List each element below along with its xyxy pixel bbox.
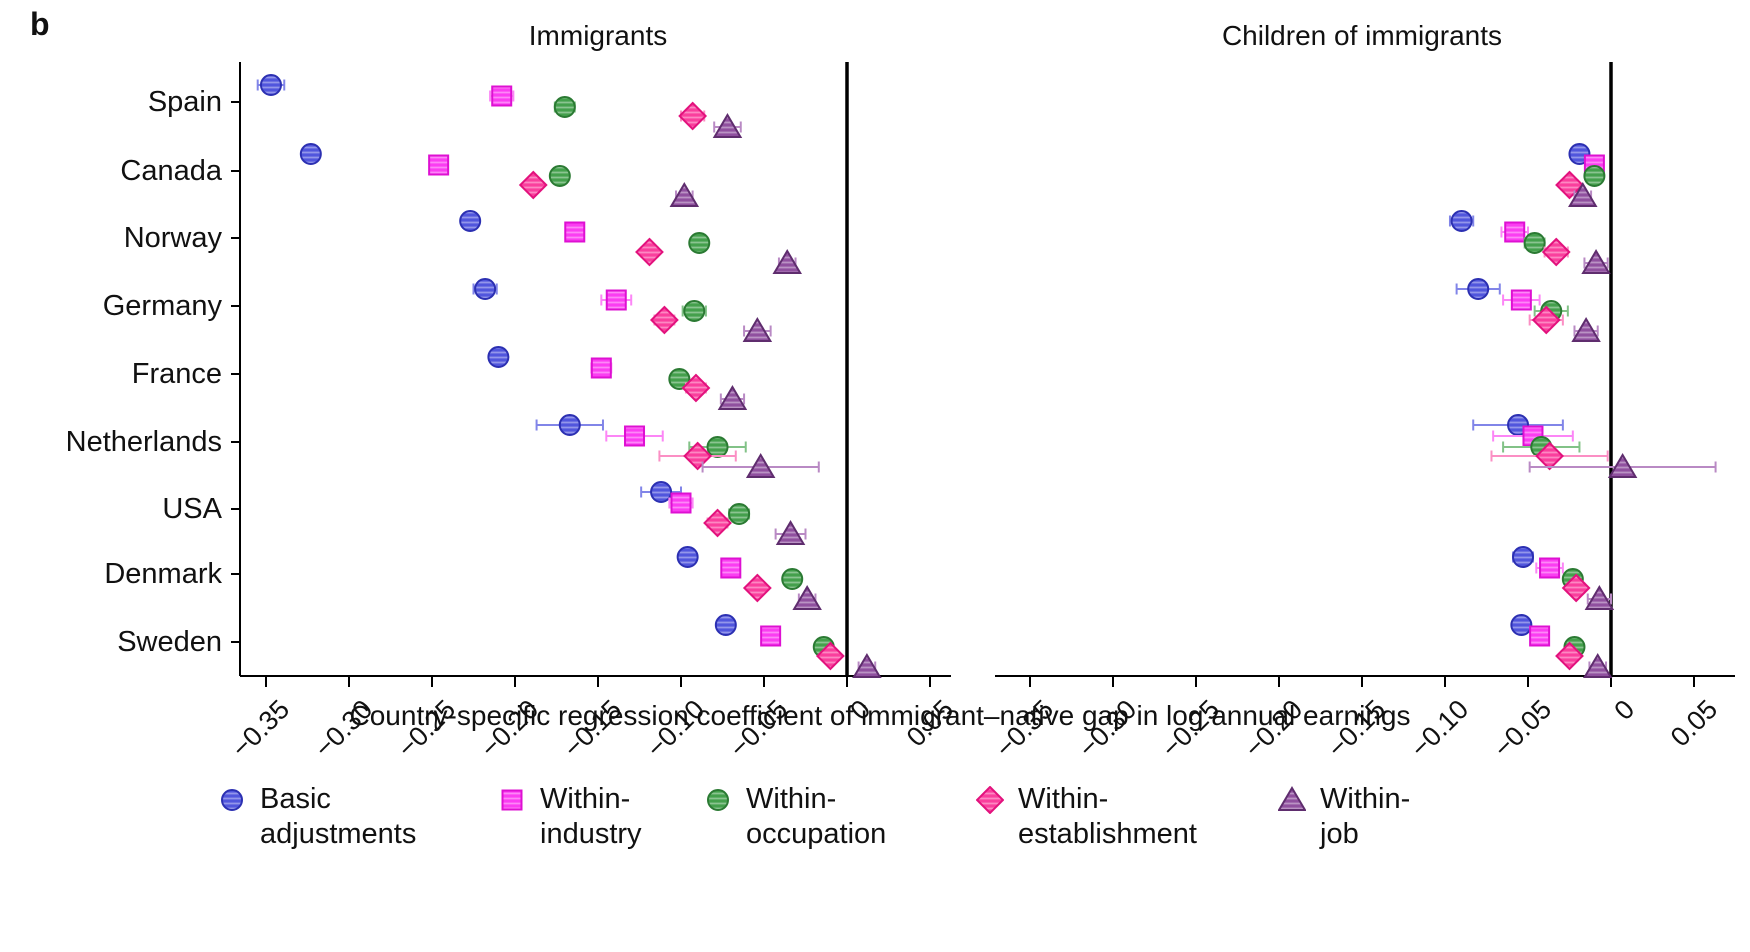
marker-children-of-immigrants-sweden-basic-adjustments — [1510, 614, 1533, 636]
legend-label-within-occupation: Within-occupation — [746, 783, 887, 850]
marker-immigrants-netherlands-basic-adjustments — [558, 414, 581, 436]
marker-children-of-immigrants-denmark-basic-adjustments — [1512, 546, 1535, 568]
marker-children-of-immigrants-denmark-within-job — [1584, 585, 1615, 610]
legend-marker-within-industry — [498, 786, 526, 819]
marker-children-of-immigrants-netherlands-within-establishment — [1535, 441, 1564, 471]
marker-immigrants-sweden-within-job — [852, 653, 882, 678]
marker-immigrants-france-basic-adjustments — [487, 346, 510, 368]
marker-children-of-immigrants-denmark-within-industry — [1539, 557, 1561, 579]
marker-immigrants-netherlands-within-occupation — [706, 436, 729, 458]
marker-children-of-immigrants-canada-within-occupation — [1583, 165, 1606, 187]
legend-glyph-basic-adjustments — [221, 789, 243, 811]
legend-label-basic-adjustments: Basic adjustments — [260, 783, 417, 850]
marker-immigrants-norway-within-job — [772, 249, 802, 274]
marker-immigrants-netherlands-within-establishment — [683, 441, 713, 471]
country-label-sweden: Sweden — [117, 626, 222, 658]
marker-children-of-immigrants-germany-basic-adjustments — [1467, 278, 1490, 300]
legend-marker-within-job — [1277, 786, 1307, 819]
marker-immigrants-france-within-job — [717, 385, 748, 410]
marker-immigrants-canada-within-industry — [428, 154, 450, 176]
marker-immigrants-germany-within-job — [742, 317, 773, 342]
legend-glyph-within-establishment — [975, 785, 1005, 815]
marker-children-of-immigrants-sweden-within-industry — [1529, 625, 1551, 647]
country-label-norway: Norway — [123, 222, 222, 254]
marker-immigrants-norway-within-establishment — [635, 237, 664, 267]
marker-immigrants-germany-within-occupation — [683, 300, 706, 322]
marker-children-of-immigrants-norway-within-job — [1581, 249, 1611, 274]
marker-immigrants-spain-within-occupation — [553, 96, 576, 118]
marker-immigrants-netherlands-within-job — [745, 453, 776, 478]
marker-immigrants-france-within-establishment — [681, 373, 711, 403]
marker-immigrants-norway-within-industry — [564, 221, 586, 243]
marker-immigrants-france-within-occupation — [668, 368, 691, 390]
country-label-netherlands: Netherlands — [65, 426, 222, 458]
marker-immigrants-canada-basic-adjustments — [299, 143, 322, 165]
legend-glyph-within-job — [1277, 786, 1307, 811]
legend-marker-basic-adjustments — [218, 786, 246, 819]
marker-immigrants-germany-within-establishment — [649, 305, 679, 335]
marker-children-of-immigrants-germany-within-job — [1571, 317, 1601, 342]
country-label-denmark: Denmark — [104, 558, 222, 590]
marker-immigrants-denmark-within-job — [792, 585, 822, 610]
legend-glyph-within-occupation — [707, 789, 729, 811]
legend-marker-within-occupation — [704, 786, 732, 819]
legend-label-within-job: Within-job — [1320, 783, 1411, 850]
country-label-usa: USA — [162, 493, 222, 525]
marker-immigrants-germany-basic-adjustments — [474, 278, 497, 300]
marker-immigrants-germany-within-industry — [605, 289, 627, 311]
marker-children-of-immigrants-norway-within-establishment — [1541, 237, 1571, 267]
marker-children-of-immigrants-sweden-within-establishment — [1555, 641, 1584, 671]
marker-immigrants-canada-within-job — [669, 182, 700, 207]
marker-immigrants-canada-within-establishment — [518, 170, 548, 200]
marker-children-of-immigrants-canada-within-job — [1568, 182, 1598, 207]
marker-immigrants-usa-within-industry — [670, 492, 692, 514]
marker-children-of-immigrants-norway-within-industry — [1504, 221, 1526, 243]
legend-label-within-industry: Within-industry — [540, 783, 642, 850]
marker-children-of-immigrants-norway-within-occupation — [1523, 232, 1546, 254]
country-label-germany: Germany — [102, 290, 222, 322]
marker-immigrants-spain-basic-adjustments — [259, 74, 282, 96]
marker-immigrants-spain-within-establishment — [678, 101, 708, 131]
marker-children-of-immigrants-norway-basic-adjustments — [1450, 210, 1473, 232]
marker-immigrants-norway-within-occupation — [688, 232, 711, 254]
marker-immigrants-usa-within-job — [775, 520, 806, 545]
marker-children-of-immigrants-germany-within-establishment — [1531, 305, 1561, 335]
marker-children-of-immigrants-canada-within-establishment — [1555, 170, 1584, 200]
marker-children-of-immigrants-sweden-within-job — [1582, 653, 1613, 678]
marker-children-of-immigrants-denmark-within-establishment — [1561, 573, 1591, 603]
panel-letter: b — [30, 6, 50, 42]
marker-immigrants-spain-within-industry — [491, 85, 513, 107]
country-label-spain: Spain — [147, 86, 222, 118]
marker-immigrants-denmark-within-occupation — [781, 568, 804, 590]
marker-immigrants-sweden-basic-adjustments — [714, 614, 737, 636]
x-axis-label: Country-specific regression coefficient … — [349, 700, 1411, 731]
panel-title-children: Children of immigrants — [1221, 20, 1503, 51]
legend-glyph-within-industry — [501, 789, 523, 811]
country-label-canada: Canada — [120, 155, 222, 187]
marker-immigrants-france-within-industry — [590, 357, 612, 379]
marker-immigrants-denmark-within-industry — [720, 557, 742, 579]
panel-title-immigrants: Immigrants — [528, 20, 668, 51]
marker-children-of-immigrants-netherlands-within-job — [1607, 453, 1638, 478]
legend-label-within-establishment: Within-establishment — [1018, 783, 1197, 850]
legend-marker-within-establishment — [975, 785, 1005, 819]
marker-immigrants-netherlands-within-industry — [624, 425, 646, 447]
marker-children-of-immigrants-germany-within-industry — [1510, 289, 1532, 311]
marker-immigrants-sweden-within-establishment — [815, 641, 845, 671]
marker-immigrants-norway-basic-adjustments — [459, 210, 482, 232]
country-label-france: France — [131, 358, 222, 390]
marker-immigrants-denmark-basic-adjustments — [676, 546, 699, 568]
marker-immigrants-spain-within-job — [712, 113, 743, 138]
marker-immigrants-usa-within-establishment — [703, 508, 732, 538]
marker-immigrants-usa-basic-adjustments — [650, 481, 673, 503]
marker-immigrants-denmark-within-establishment — [742, 573, 772, 603]
marker-immigrants-usa-within-occupation — [728, 503, 751, 525]
marker-immigrants-sweden-within-industry — [760, 625, 782, 647]
marker-immigrants-canada-within-occupation — [548, 165, 571, 187]
